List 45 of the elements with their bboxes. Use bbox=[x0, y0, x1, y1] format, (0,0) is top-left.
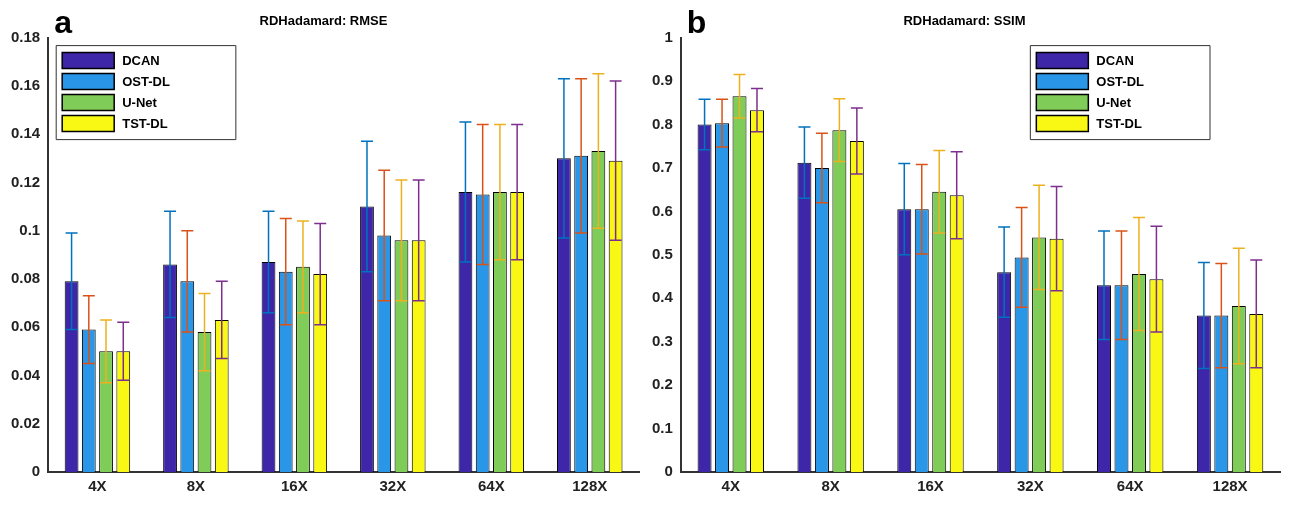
legend-label: TST-DL bbox=[1096, 116, 1142, 132]
y-tick-label: 0.3 bbox=[651, 331, 673, 349]
y-tick-label: 0.04 bbox=[10, 365, 41, 383]
y-tick-label: 0.16 bbox=[10, 76, 41, 94]
y-tick-label: 0.02 bbox=[10, 413, 41, 431]
y-tick-label: 0 bbox=[664, 462, 673, 480]
y-tick-label: 1 bbox=[664, 27, 673, 45]
x-tick-label: 8X bbox=[186, 477, 206, 495]
y-tick-label: 0.4 bbox=[651, 288, 674, 306]
x-tick-label: 64X bbox=[477, 477, 505, 495]
y-tick-label: 0.12 bbox=[10, 172, 41, 190]
y-tick-label: 0.6 bbox=[651, 201, 673, 219]
y-tick-label: 0.1 bbox=[19, 220, 41, 238]
x-tick-label: 32X bbox=[379, 477, 407, 495]
x-tick-label: 8X bbox=[821, 477, 840, 495]
y-tick-label: 0.06 bbox=[10, 317, 41, 335]
x-tick-label: 16X bbox=[281, 477, 308, 495]
y-tick-label: 0.18 bbox=[10, 27, 41, 45]
x-tick-label: 32X bbox=[1017, 477, 1044, 495]
x-tick-label: 128X bbox=[572, 477, 608, 495]
y-tick-label: 0.2 bbox=[651, 375, 673, 393]
y-tick-label: 0.7 bbox=[651, 158, 673, 176]
annotation: b bbox=[686, 3, 707, 40]
legend-label: DCAN bbox=[122, 53, 160, 69]
chart-title: RDHadamard: SSIM bbox=[903, 13, 1026, 29]
annotation: a bbox=[54, 3, 73, 40]
y-tick-label: 0.5 bbox=[651, 244, 673, 262]
legend-label: OST-DL bbox=[122, 74, 170, 90]
legend-label: OST-DL bbox=[1096, 74, 1145, 90]
legend-label: TST-DL bbox=[122, 116, 168, 132]
legend-label: U-Net bbox=[122, 95, 158, 111]
legend-label: U-Net bbox=[1096, 95, 1132, 111]
legend-label: DCAN bbox=[1096, 53, 1134, 69]
x-tick-label: 64X bbox=[1116, 477, 1144, 495]
x-tick-label: 4X bbox=[721, 477, 740, 495]
chart-title: RDHadamard: RMSE bbox=[259, 13, 388, 29]
y-tick-label: 0.1 bbox=[651, 418, 673, 436]
x-tick-label: 16X bbox=[917, 477, 944, 495]
y-tick-label: 0.08 bbox=[10, 269, 41, 287]
y-tick-label: 0.14 bbox=[10, 124, 41, 142]
x-tick-label: 128X bbox=[1212, 477, 1248, 495]
y-tick-label: 0 bbox=[31, 462, 41, 480]
y-tick-label: 0.8 bbox=[651, 114, 673, 132]
y-tick-label: 0.9 bbox=[651, 71, 673, 89]
x-tick-label: 4X bbox=[88, 477, 107, 495]
